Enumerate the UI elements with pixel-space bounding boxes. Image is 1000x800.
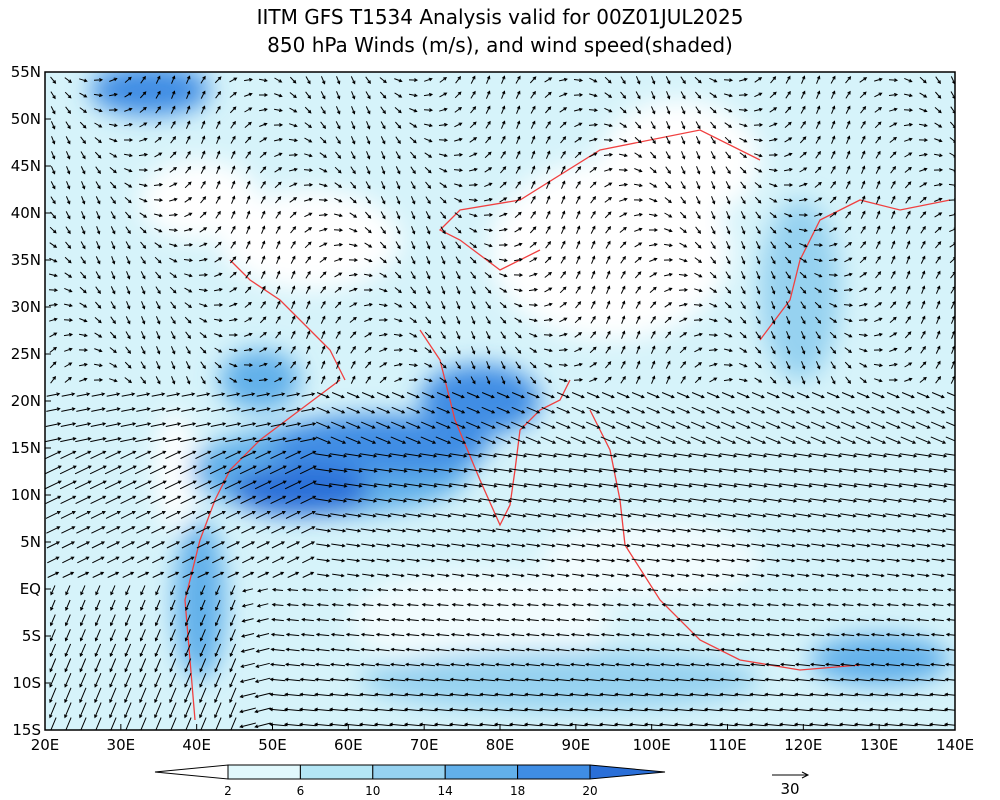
lon-label: 90E <box>562 736 591 754</box>
lon-label: 50E <box>258 736 287 754</box>
axes: 55N 50N 45N 40N 35N 30N 25N 20N 15N 10N 5N EQ 5S 10S 1… <box>11 63 974 754</box>
colorbar-label: 18 <box>510 784 525 798</box>
lat-label: 15S <box>12 721 41 739</box>
lon-label: 70E <box>410 736 439 754</box>
title-line-1: IITM GFS T1534 Analysis valid for 00Z01J… <box>257 5 744 29</box>
wind-vector-field <box>45 75 955 730</box>
colorbar-label: 2 <box>224 784 232 798</box>
lon-label: 80E <box>486 736 515 754</box>
lat-label: 35N <box>11 251 41 269</box>
lat-label: 5S <box>22 627 41 645</box>
lon-label: 110E <box>708 736 746 754</box>
colorbar-low-triangle <box>154 764 229 780</box>
reference-arrowhead <box>801 771 810 779</box>
lat-label: 10S <box>12 674 41 692</box>
lon-label: 20E <box>31 736 60 754</box>
lat-label: 40N <box>11 204 41 222</box>
lon-label: 40E <box>182 736 211 754</box>
colorbar-high-triangle <box>589 764 666 780</box>
lat-label: 30N <box>11 298 41 316</box>
colorbar: 2 6 10 14 18 20 <box>154 764 666 798</box>
lon-label: 30E <box>107 736 136 754</box>
lat-label: 45N <box>11 157 41 175</box>
lat-label: 10N <box>11 486 41 504</box>
lon-label: 60E <box>334 736 363 754</box>
lat-label: 5N <box>20 533 41 551</box>
colorbar-box <box>444 764 519 780</box>
colorbar-box <box>517 764 591 780</box>
title-line-2: 850 hPa Winds (m/s), and wind speed(shad… <box>267 33 733 57</box>
colorbar-box <box>372 764 446 780</box>
lon-label: 100E <box>633 736 671 754</box>
lat-label: 15N <box>11 439 41 457</box>
lon-label: 140E <box>936 736 974 754</box>
lat-label: 25N <box>11 345 41 363</box>
colorbar-label: 10 <box>365 784 380 798</box>
lat-label: 50N <box>11 110 41 128</box>
lon-label: 120E <box>784 736 822 754</box>
map-area <box>45 72 955 730</box>
colorbar-box <box>227 764 301 780</box>
lon-label: 130E <box>860 736 898 754</box>
colorbar-label: 20 <box>582 784 597 798</box>
lat-label: 20N <box>11 392 41 410</box>
lat-label: 55N <box>11 63 41 81</box>
colorbar-label: 6 <box>297 784 305 798</box>
colorbar-label: 14 <box>438 784 453 798</box>
wind-vectors <box>45 75 955 730</box>
reference-vector-label: 30 <box>780 780 799 798</box>
colorbar-box <box>299 764 374 780</box>
lat-label: EQ <box>20 580 41 598</box>
